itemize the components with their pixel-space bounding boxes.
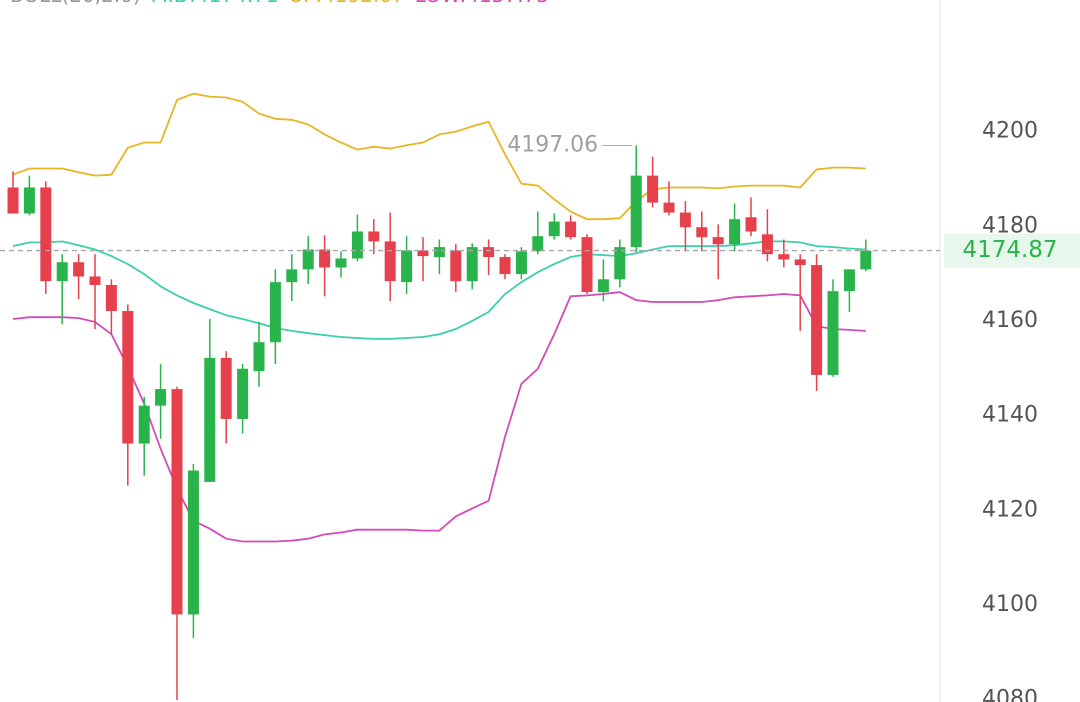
- candle-body: [7, 187, 19, 214]
- boll-line: [12, 92, 866, 221]
- candle-body: [860, 250, 872, 270]
- candle-body: [417, 250, 429, 257]
- candle-body: [827, 291, 839, 375]
- candle-body: [351, 231, 363, 259]
- candle-body: [581, 237, 593, 293]
- boll-line: [12, 240, 866, 340]
- candle-body: [286, 269, 298, 283]
- candle-body: [630, 175, 642, 248]
- y-tick-label: 4080: [982, 687, 1038, 702]
- candle-body: [712, 237, 724, 245]
- candle-body: [483, 247, 495, 258]
- candle-body: [663, 202, 675, 213]
- candle-body: [89, 276, 101, 285]
- candle-body: [368, 231, 380, 242]
- candle-body: [532, 236, 544, 252]
- candle-body: [302, 249, 314, 270]
- candle-body: [548, 221, 560, 237]
- candle-body: [105, 284, 117, 312]
- candle-body: [138, 405, 150, 444]
- candle-body: [401, 250, 413, 283]
- candle-body: [237, 368, 249, 419]
- candle-body: [253, 342, 265, 372]
- candle-body: [335, 258, 347, 268]
- candle-body: [187, 470, 199, 615]
- last-price-label: 4174.87: [962, 237, 1057, 263]
- max-label: 4197.06: [507, 133, 598, 158]
- candle-body: [696, 227, 708, 238]
- boll-line: [12, 291, 866, 543]
- candle-body: [745, 217, 757, 232]
- candle-body: [23, 187, 35, 214]
- legend: BOLL(20,2.0) MID:4174.71 UP:4192.07 LOW:415…: [10, 0, 549, 7]
- candle-body: [56, 262, 68, 282]
- candle-body: [679, 212, 691, 228]
- candle-body: [122, 311, 134, 444]
- candle-body: [729, 219, 741, 245]
- y-tick-label: 4160: [982, 308, 1038, 333]
- y-tick-label: 4200: [982, 119, 1038, 144]
- candle-body: [433, 247, 445, 258]
- candle-body: [811, 265, 823, 375]
- candle-body: [778, 254, 790, 260]
- candle-body: [204, 357, 216, 482]
- candle-body: [155, 389, 167, 406]
- candle-body: [73, 262, 85, 277]
- y-tick-label: 4120: [982, 497, 1038, 522]
- y-tick-label: 4140: [982, 403, 1038, 428]
- candle-body: [40, 187, 52, 282]
- candle-body: [499, 257, 511, 275]
- candle-body: [269, 282, 281, 343]
- candle-body: [384, 241, 396, 282]
- candle-body: [614, 247, 626, 280]
- legend-entry: UP:4192.07: [289, 0, 405, 7]
- candle-body: [319, 249, 331, 268]
- candle-body: [794, 259, 806, 266]
- candle-body: [597, 279, 609, 293]
- y-tick-label: 4100: [982, 592, 1038, 617]
- candle-body: [647, 175, 659, 203]
- candle-body: [565, 221, 577, 238]
- legend-entry: MID:4174.71: [151, 0, 279, 7]
- candle-body: [220, 357, 232, 419]
- candle-body: [466, 247, 478, 282]
- candle-body: [761, 234, 773, 255]
- candle-body: [450, 250, 462, 282]
- candle-body: [171, 389, 183, 615]
- last-price-box: [944, 233, 1080, 268]
- legend-entry: LOW:4157.73: [415, 0, 549, 7]
- candle-body: [843, 269, 855, 292]
- candle-body: [515, 251, 527, 275]
- legend-title: BOLL(20,2.0): [10, 0, 141, 7]
